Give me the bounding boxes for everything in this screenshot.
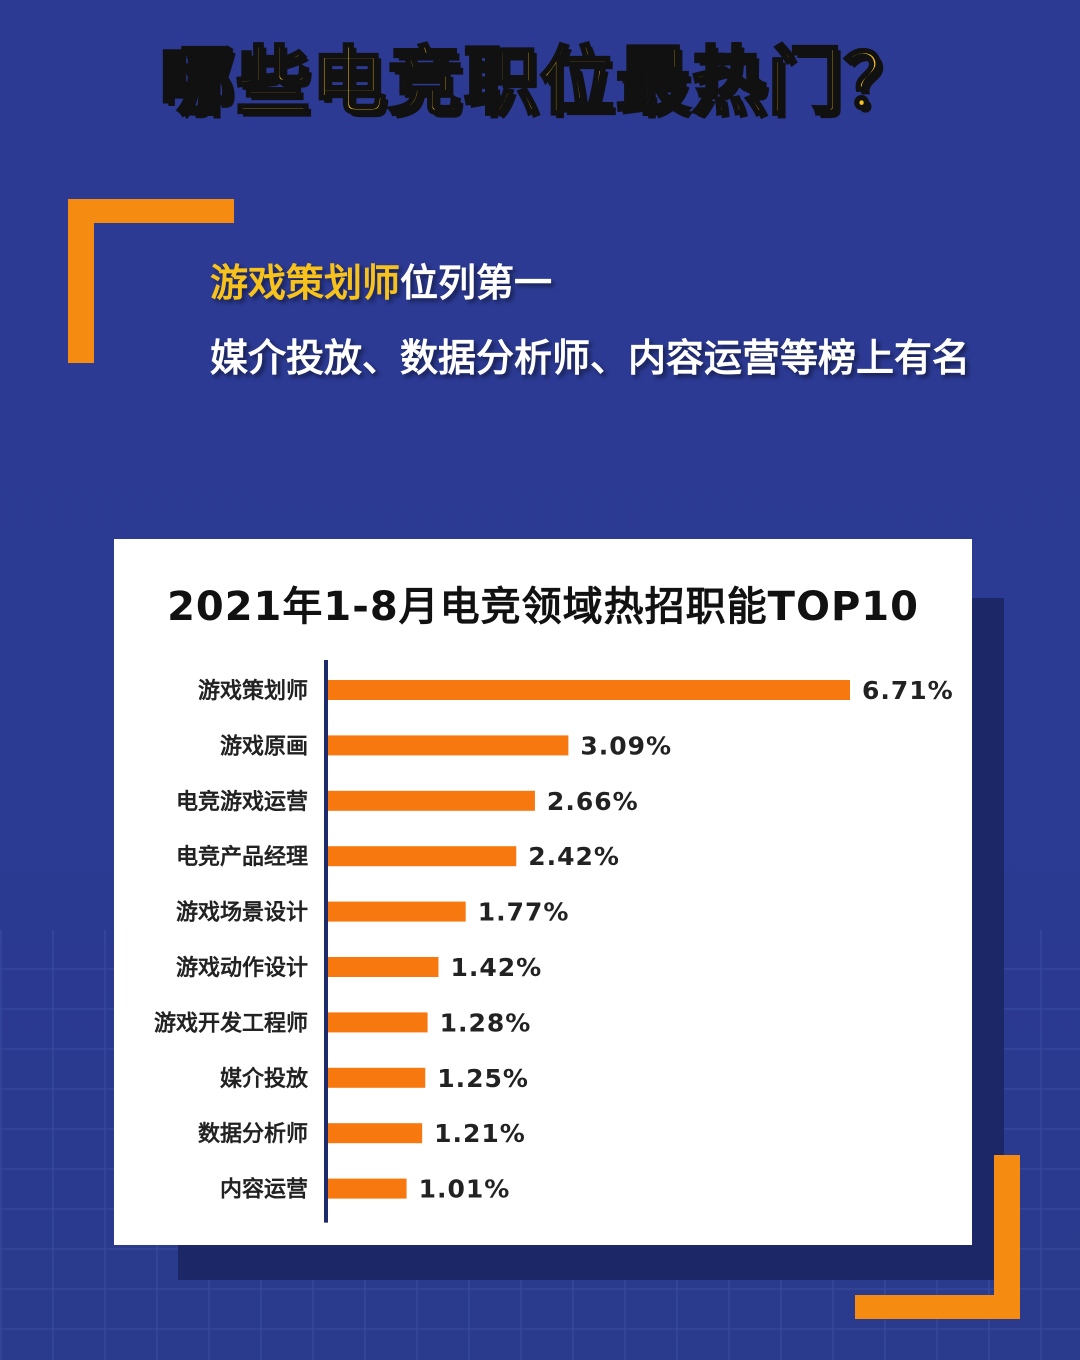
chart-card (114, 539, 972, 1245)
bar (328, 735, 569, 756)
bar (328, 1012, 428, 1033)
data-label: 2.66% (547, 787, 639, 816)
bar (328, 680, 850, 700)
chart-title: 2021年1-8月电竞领域热招职能TOP10 (167, 584, 919, 630)
bar-chart: 游戏策划师 6.71% 游戏原画 3.09% 电竞游戏运营 2.66% 电竞产品经理 2.42… (154, 660, 954, 1223)
data-label: 1.77% (478, 898, 570, 927)
bar (328, 1123, 423, 1144)
data-label: 3.09% (580, 731, 672, 760)
bar (328, 1067, 426, 1088)
intro-line-1-rest: 位列第一 (400, 261, 553, 305)
page-title: 哪些电竞职位最热门？ (159, 38, 920, 127)
corner-bracket-bottom-right-vertical (994, 1155, 1020, 1319)
corner-bracket-top-left-vertical (68, 199, 94, 363)
data-label: 1.01% (419, 1175, 511, 1204)
bar (328, 790, 535, 811)
category-label: 游戏开发工程师 (154, 1010, 308, 1036)
category-label: 电竞产品经理 (176, 844, 308, 870)
category-label: 游戏场景设计 (176, 900, 308, 926)
data-label: 1.21% (434, 1119, 526, 1148)
bar (328, 1178, 407, 1199)
category-label: 数据分析师 (198, 1121, 308, 1147)
data-label: 2.42% (528, 842, 620, 871)
data-label: 6.71% (862, 676, 954, 705)
data-label: 1.42% (450, 953, 542, 982)
category-label: 电竞游戏运营 (176, 789, 308, 815)
data-label: 1.25% (437, 1064, 529, 1093)
bar (328, 957, 439, 977)
bar (328, 846, 517, 867)
corner-bracket-top-left-horizontal (68, 199, 234, 223)
bar (328, 901, 466, 922)
intro-line-2: 媒介投放、数据分析师、内容运营等榜上有名 (210, 336, 971, 380)
intro-line-1: 游戏策划师位列第一 (210, 252, 552, 307)
category-label: 游戏策划师 (198, 678, 308, 704)
category-label: 游戏原画 (220, 733, 308, 759)
data-label: 1.28% (440, 1008, 532, 1037)
corner-bracket-bottom-right-horizontal (855, 1295, 1020, 1319)
intro-highlight: 游戏策划师 (210, 261, 401, 305)
category-label: 内容运营 (220, 1177, 308, 1203)
category-label: 游戏动作设计 (176, 955, 308, 981)
category-label: 媒介投放 (220, 1066, 309, 1092)
